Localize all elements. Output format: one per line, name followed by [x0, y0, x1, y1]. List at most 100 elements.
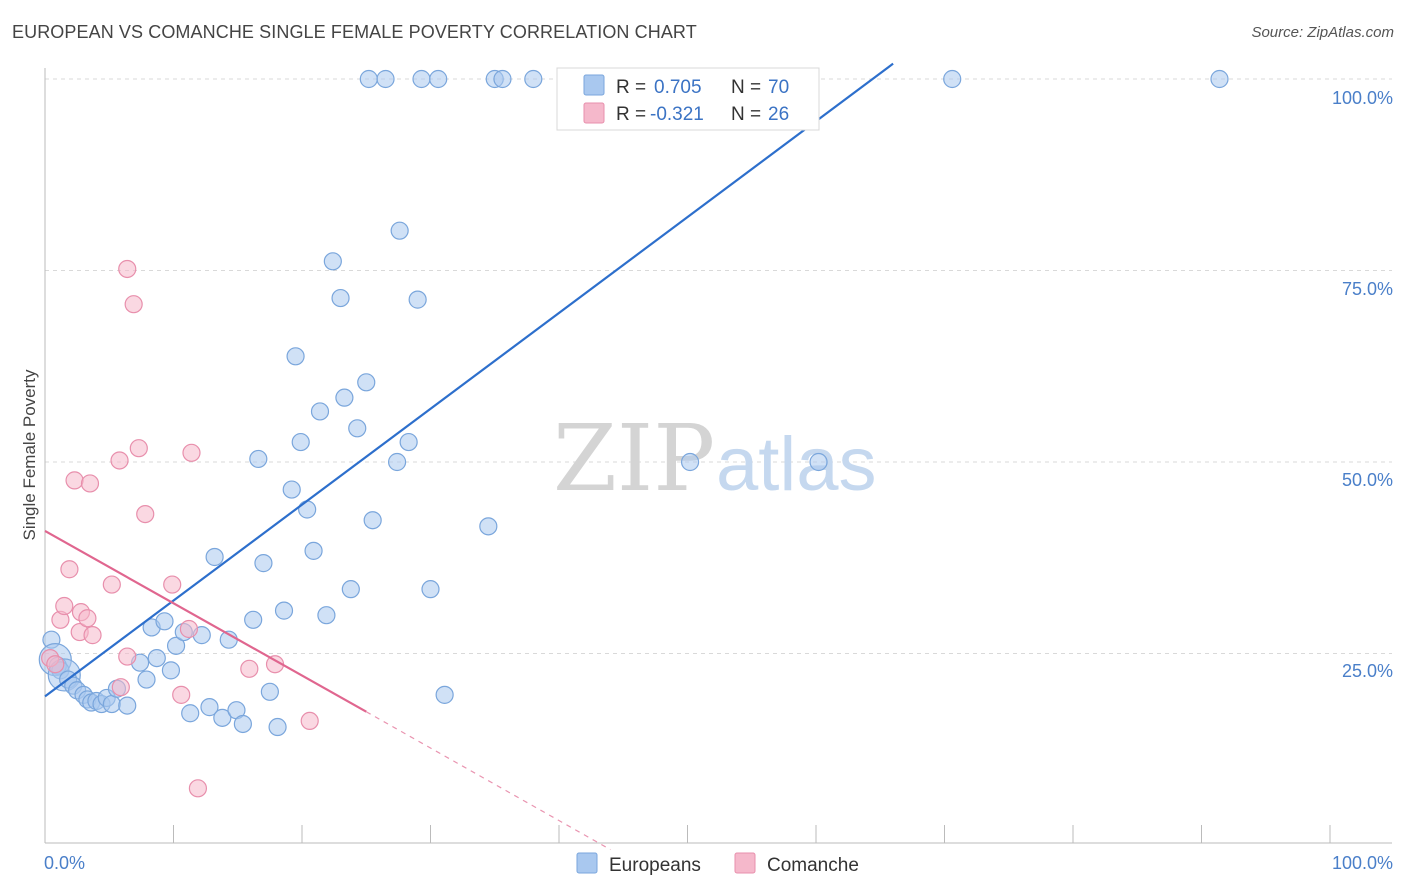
europeans-point — [291, 432, 310, 452]
watermark: ZIP atlas — [553, 405, 877, 512]
stats-n-europeans: 70 — [768, 77, 789, 98]
watermark-atlas: atlas — [716, 422, 877, 507]
comanche-point — [118, 647, 137, 666]
europeans-point — [348, 419, 367, 438]
stats-swatch-europeans — [583, 74, 605, 96]
comanche-point — [102, 575, 121, 594]
europeans-point — [260, 682, 279, 701]
europeans-point — [244, 610, 263, 629]
europeans-point — [118, 696, 137, 715]
stats-r-comanche: -0.321 — [650, 104, 704, 125]
europeans-point — [317, 606, 336, 625]
y-tick-50: 50.0% — [1342, 470, 1393, 490]
comanche-point — [46, 655, 65, 674]
europeans-point — [200, 698, 219, 717]
comanche-point — [129, 439, 148, 458]
comanche-point — [300, 711, 319, 731]
comanche-point — [172, 685, 191, 704]
europeans-point — [268, 717, 287, 737]
europeans-point — [205, 547, 224, 567]
comanche-point — [188, 779, 208, 798]
europeans-point — [680, 452, 700, 472]
europeans-point — [421, 580, 440, 599]
axes-layer — [44, 68, 1392, 844]
x-tick-0: 0.0% — [44, 853, 85, 873]
europeans-point — [310, 402, 330, 421]
points-layer — [38, 69, 1229, 798]
europeans-point — [166, 636, 186, 655]
comanche-point — [240, 659, 259, 678]
europeans-point — [359, 69, 378, 89]
europeans-point — [399, 432, 418, 452]
comanche-point — [124, 295, 143, 314]
legend-label-europeans: Europeans — [609, 855, 701, 876]
stats-r-label-comanche: R = — [616, 104, 646, 125]
comanche-point — [136, 504, 155, 524]
europeans-point — [357, 373, 376, 392]
europeans-point — [304, 541, 323, 560]
europeans-point — [213, 708, 232, 727]
comanche-point — [60, 560, 79, 579]
europeans-point — [524, 69, 543, 89]
europeans-point — [161, 661, 181, 680]
europeans-point — [479, 517, 498, 536]
europeans-point — [435, 685, 454, 704]
europeans-point — [335, 388, 354, 407]
europeans-point — [274, 601, 294, 620]
comanche-point — [83, 626, 102, 645]
europeans-point — [286, 347, 305, 366]
source-credit: Source: ZipAtlas.com — [1251, 24, 1394, 41]
y-tick-75: 75.0% — [1342, 279, 1393, 299]
stats-n-label-europeans: N = — [731, 77, 761, 98]
comanche-point — [78, 609, 97, 628]
y-tick-100: 100.0% — [1332, 88, 1393, 108]
europeans-point — [493, 69, 512, 89]
europeans-point — [323, 252, 342, 271]
europeans-point — [408, 290, 427, 309]
europeans-point — [233, 714, 252, 734]
grid-layer — [45, 78, 1392, 654]
comanche-trend-line — [44, 529, 367, 713]
x-tick-100: 100.0% — [1332, 853, 1393, 873]
comanche-point — [80, 474, 100, 493]
europeans-point — [429, 69, 448, 89]
europeans-point — [155, 612, 174, 631]
europeans-point — [943, 69, 962, 89]
europeans-point — [147, 648, 166, 668]
europeans-point — [363, 511, 382, 530]
legend-label-comanche: Comanche — [767, 855, 859, 876]
chart-title: EUROPEAN VS COMANCHE SINGLE FEMALE POVER… — [12, 22, 697, 42]
comanche-trend-extension — [365, 711, 611, 851]
stats-r-label-europeans: R = — [616, 77, 646, 98]
europeans-point — [249, 449, 268, 469]
x-tick-labels: 0.0% 100.0% — [44, 853, 1393, 873]
europeans-point — [181, 704, 200, 723]
europeans-point — [809, 452, 828, 472]
europeans-point — [102, 694, 121, 714]
europeans-trend-line — [44, 62, 894, 698]
europeans-point — [254, 554, 273, 573]
trend-layer — [44, 62, 894, 851]
europeans-point — [298, 500, 317, 519]
stats-n-label-comanche: N = — [731, 104, 761, 125]
y-tick-25: 25.0% — [1342, 661, 1393, 681]
europeans-point — [390, 221, 409, 240]
europeans-point — [282, 480, 301, 499]
europeans-point — [376, 69, 395, 89]
y-axis-title: Single Female Poverty — [20, 369, 39, 541]
stats-r-europeans: 0.705 — [654, 77, 702, 98]
europeans-point — [137, 670, 156, 689]
y-tick-labels: 25.0% 50.0% 75.0% 100.0% — [1332, 88, 1393, 681]
europeans-point — [1210, 69, 1229, 89]
stats-swatch-comanche — [583, 102, 605, 124]
stats-n-comanche: 26 — [768, 104, 789, 125]
comanche-point — [110, 451, 129, 470]
comanche-point — [65, 471, 84, 490]
comanche-point — [179, 619, 199, 639]
legend-swatch-comanche — [734, 852, 756, 874]
comanche-point — [111, 678, 130, 697]
europeans-point — [412, 69, 431, 89]
europeans-point — [387, 452, 407, 472]
bottom-legend: Europeans Comanche — [576, 852, 859, 876]
